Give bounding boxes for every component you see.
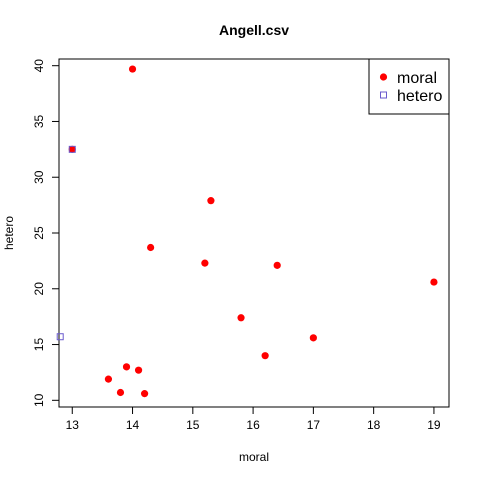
x-tick-label: 16	[246, 418, 260, 432]
data-points	[56, 65, 438, 398]
x-tick-label: 18	[367, 418, 381, 432]
moral-point	[430, 278, 438, 286]
y-tick-label: 10	[32, 393, 46, 407]
y-tick-label: 15	[32, 338, 46, 352]
moral-point	[237, 314, 245, 322]
y-axis-label: hetero	[2, 216, 16, 250]
y-tick-label: 40	[32, 59, 46, 73]
y-axis: 10 15 20 25 30 35 40	[32, 59, 60, 407]
legend-label-hetero: hetero	[397, 88, 442, 105]
moral-point	[261, 352, 269, 360]
moral-point	[147, 243, 155, 252]
y-tick-label: 35	[32, 114, 46, 128]
moral-point	[122, 363, 131, 371]
hetero-point	[56, 333, 64, 341]
moral-point	[134, 366, 143, 374]
y-tick-label: 30	[32, 170, 46, 184]
moral-point	[309, 334, 317, 342]
moral-point	[128, 65, 137, 73]
moral-point	[68, 145, 76, 153]
x-axis-label: moral	[239, 450, 269, 464]
moral-point	[201, 259, 209, 267]
legend-marker-hetero	[380, 91, 387, 99]
x-tick-label: 13	[66, 418, 80, 432]
moral-point	[104, 375, 113, 383]
chart-title: Angell.csv	[219, 22, 289, 38]
moral-point	[207, 197, 215, 205]
legend-marker-moral	[379, 73, 388, 81]
legend-label-moral: moral	[397, 70, 437, 87]
y-tick-label: 20	[32, 282, 46, 296]
hetero-point	[68, 145, 76, 153]
x-axis: 13 14 15 16 17 18 19	[66, 406, 441, 432]
moral-point	[273, 261, 281, 269]
legend-box	[368, 58, 450, 115]
y-tick-label: 25	[32, 226, 46, 240]
x-tick-label: 14	[126, 418, 140, 432]
moral-point	[140, 390, 149, 398]
x-tick-label: 19	[427, 418, 441, 432]
moral-point	[116, 388, 125, 397]
x-tick-label: 17	[307, 418, 321, 432]
x-tick-label: 15	[186, 418, 200, 432]
